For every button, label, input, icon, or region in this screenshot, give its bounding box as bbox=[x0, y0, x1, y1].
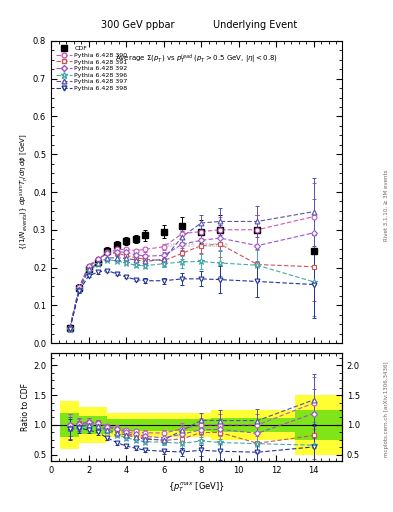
Polygon shape bbox=[61, 401, 79, 449]
Text: Underlying Event: Underlying Event bbox=[213, 20, 298, 30]
Polygon shape bbox=[79, 416, 107, 434]
Text: CDF_2015_I1388868: CDF_2015_I1388868 bbox=[164, 242, 229, 248]
Polygon shape bbox=[107, 413, 211, 437]
Polygon shape bbox=[211, 410, 295, 440]
Polygon shape bbox=[295, 395, 342, 455]
Y-axis label: $\{(1/N_{events})\}$ $dp^{sum}T_r/d\eta\,d\phi$ [GeV]: $\{(1/N_{events})\}$ $dp^{sum}T_r/d\eta\… bbox=[19, 134, 30, 250]
Text: 300 GeV ppbar: 300 GeV ppbar bbox=[101, 20, 174, 30]
X-axis label: $\{p_T^{max}$ [GeV]$\}$: $\{p_T^{max}$ [GeV]$\}$ bbox=[168, 480, 225, 494]
Text: Average $\Sigma(p_T)$ vs $p_T^{lead}$ ($p_T > 0.5$ GeV, $|\eta| < 0.8$): Average $\Sigma(p_T)$ vs $p_T^{lead}$ ($… bbox=[115, 53, 278, 67]
Polygon shape bbox=[107, 419, 211, 431]
Legend: CDF, Pythia 6.428 390, Pythia 6.428 391, Pythia 6.428 392, Pythia 6.428 396, Pyt: CDF, Pythia 6.428 390, Pythia 6.428 391,… bbox=[54, 44, 129, 93]
Polygon shape bbox=[211, 418, 295, 432]
Text: Rivet 3.1.10, ≥ 3M events: Rivet 3.1.10, ≥ 3M events bbox=[384, 169, 389, 241]
Polygon shape bbox=[61, 413, 79, 437]
Polygon shape bbox=[79, 407, 107, 443]
Text: mcplots.cern.ch [arXiv:1306.3436]: mcplots.cern.ch [arXiv:1306.3436] bbox=[384, 362, 389, 457]
Y-axis label: Ratio to CDF: Ratio to CDF bbox=[21, 383, 30, 431]
Polygon shape bbox=[295, 410, 342, 440]
